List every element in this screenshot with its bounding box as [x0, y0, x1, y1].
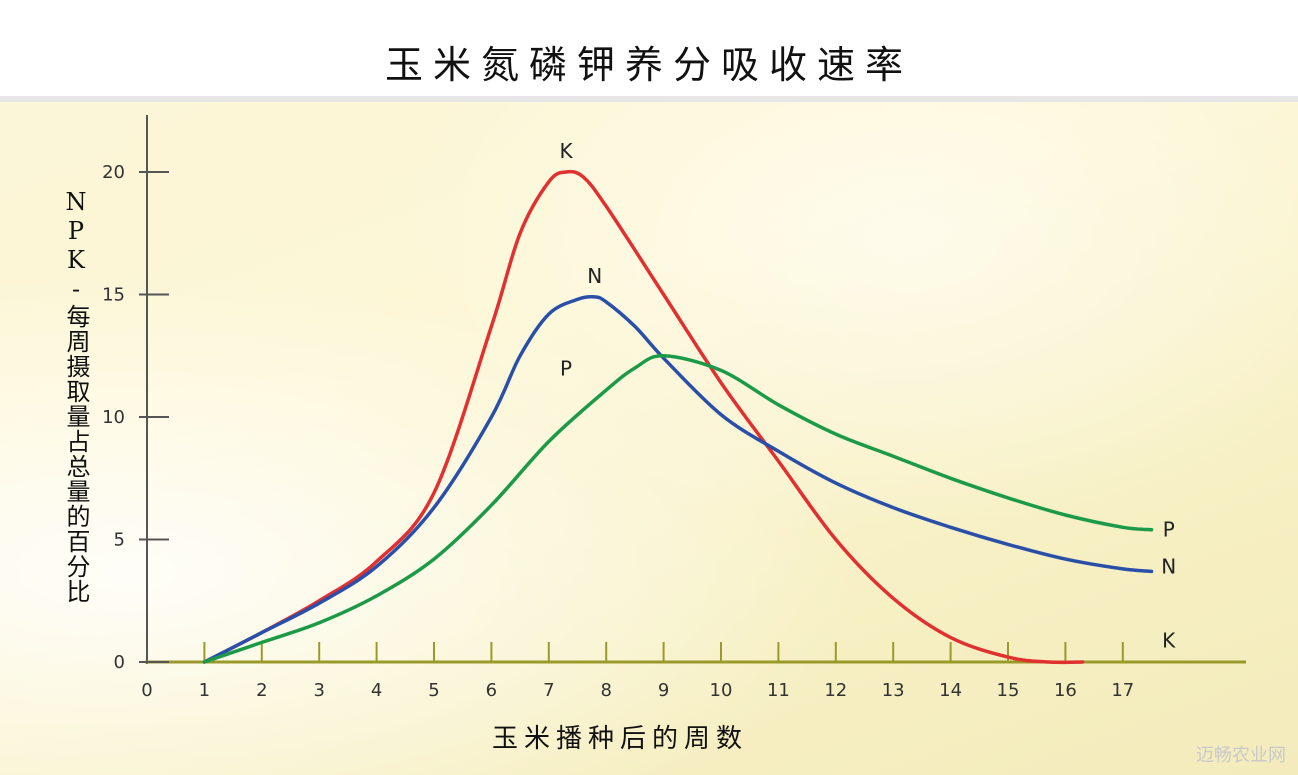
series-line-n: [202, 294, 1154, 664]
x-tick-label: 4: [371, 680, 382, 701]
x-tick-label: 7: [543, 680, 554, 701]
x-tick-label: 17: [1111, 680, 1134, 701]
x-tick-label: 8: [600, 680, 611, 701]
end-label-k: K: [1162, 628, 1176, 652]
x-tick-label: 11: [767, 680, 790, 701]
x-tick-label: 2: [256, 680, 267, 701]
y-tick-label: 15: [102, 285, 125, 306]
x-tick-label: 6: [486, 680, 497, 701]
x-tick-label: 12: [824, 680, 847, 701]
x-tick-label: 15: [997, 680, 1020, 701]
y-tick-label: 0: [114, 652, 125, 673]
series-line-p: [202, 354, 1154, 664]
series-line-k: [202, 169, 1085, 665]
x-tick-label: 16: [1054, 680, 1077, 701]
x-tick-label: 13: [882, 680, 905, 701]
watermark: 迈畅农业网: [1196, 745, 1286, 766]
y-tick-label: 10: [102, 407, 125, 428]
peak-label-k: K: [559, 139, 573, 163]
x-axis-label: 玉米播种后的周数: [491, 724, 748, 754]
x-tick-label: 3: [313, 680, 324, 701]
y-tick-label: 5: [114, 530, 125, 551]
chart-series: [202, 169, 1154, 665]
x-tick-label: 5: [428, 680, 439, 701]
page-title: 玉米氮磷钾养分吸收速率: [384, 43, 913, 87]
y-axis-label: NPK-每周摄取量占总量的百分比: [62, 188, 90, 604]
x-tick-label: 0: [141, 680, 152, 701]
end-label-n: N: [1161, 554, 1176, 578]
peak-label-p: P: [560, 356, 572, 380]
x-tick-label: 1: [199, 680, 210, 701]
title-bar: 玉米氮磷钾养分吸收速率: [0, 0, 1298, 102]
x-tick-label: 14: [939, 680, 962, 701]
end-label-p: P: [1163, 518, 1175, 542]
x-tick-label: 9: [658, 680, 669, 701]
y-tick-label: 20: [102, 162, 125, 183]
peak-label-n: N: [587, 264, 602, 288]
x-tick-label: 10: [710, 680, 733, 701]
